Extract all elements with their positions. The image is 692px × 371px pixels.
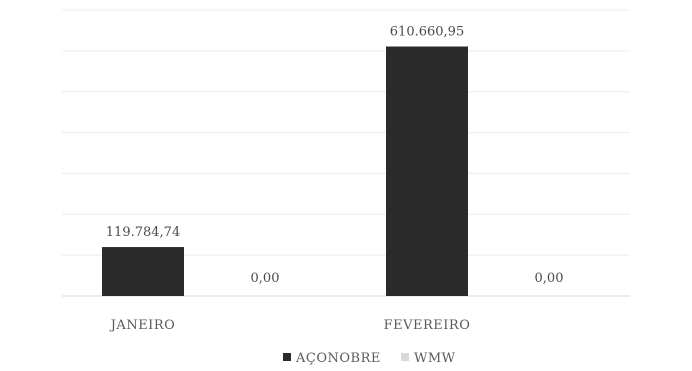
data-label: 610.660,95	[390, 25, 464, 40]
legend: AÇONOBRE WMW	[283, 351, 456, 366]
legend-swatch-aconobre	[283, 353, 291, 361]
data-label: 119.784,74	[106, 225, 180, 240]
data-label: 0,00	[535, 271, 564, 286]
bar-a-onobre-janeiro	[102, 247, 184, 296]
bar-a-onobre-fevereiro	[386, 46, 468, 296]
legend-label-aconobre: AÇONOBRE	[295, 351, 381, 366]
data-labels: 119.784,74 0,00 610.660,95 0,00	[106, 25, 564, 286]
legend-label-wmw: WMW	[414, 351, 456, 366]
category-axis-labels: JANEIRO FEVEREIRO	[109, 318, 471, 333]
bars	[102, 46, 468, 296]
data-label: 0,00	[251, 271, 280, 286]
category-label-janeiro: JANEIRO	[109, 318, 176, 333]
category-label-fevereiro: FEVEREIRO	[384, 318, 471, 333]
gridlines	[62, 9, 630, 297]
legend-swatch-wmw	[401, 353, 409, 361]
